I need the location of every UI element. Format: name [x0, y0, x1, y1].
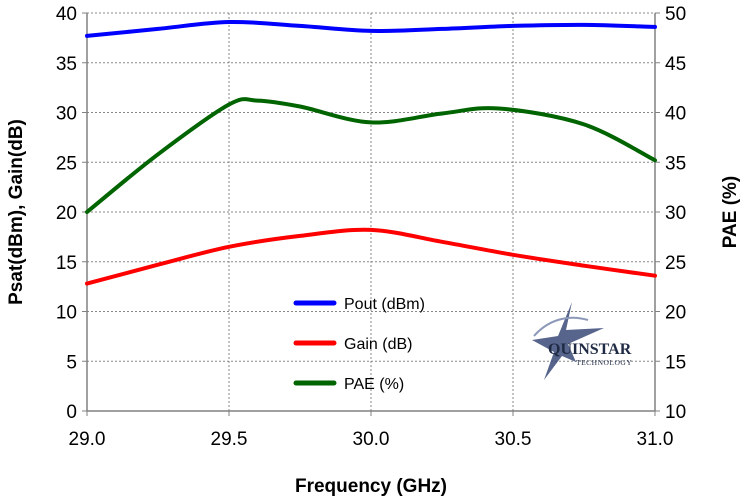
- legend-label-1: Gain (dB): [344, 336, 412, 353]
- y2-tick-label: 45: [665, 54, 686, 75]
- x-tick-label: 30.0: [353, 429, 390, 450]
- x-axis-title: Frequency (GHz): [295, 476, 447, 497]
- y-tick-label: 5: [66, 352, 77, 373]
- legend: Pout (dBm) Gain (dB) PAE (%): [293, 296, 425, 393]
- grid: [87, 12, 655, 411]
- y-tick-label: 15: [56, 253, 77, 274]
- logo-name: QUINSTAR: [548, 341, 632, 358]
- y-tick-label: 40: [56, 4, 77, 25]
- y-tick-label: 0: [66, 402, 77, 423]
- series-line-1: [85, 227, 657, 286]
- y-axis-title: Psat(dBm), Gain(dB): [6, 119, 27, 305]
- series-lines: [85, 19, 657, 286]
- logo-subtitle: TECHNOLOGY: [576, 358, 632, 367]
- y2-tick-label: 40: [665, 104, 686, 125]
- y2-tick-label: 15: [665, 352, 686, 373]
- x-tick-label: 30.5: [495, 429, 532, 450]
- y2-tick-label: 10: [665, 402, 686, 423]
- y2-tick-label: 25: [665, 253, 686, 274]
- x-tick-label: 31.0: [637, 429, 674, 450]
- series-line-0: [85, 19, 657, 38]
- y-tick-label: 20: [56, 203, 77, 224]
- y2-tick-label: 50: [665, 4, 686, 25]
- y2-tick-label: 30: [665, 203, 686, 224]
- swoosh-icon: [533, 316, 589, 337]
- y-tick-label: 10: [56, 303, 77, 324]
- tick-labels: 0 5 10 15 20 25 30 35 40 10 15 20 25 30 35 40 45 50 29.0 29…: [56, 4, 686, 450]
- x-tick-label: 29.0: [69, 429, 106, 450]
- y-tick-label: 25: [56, 153, 77, 174]
- y2-tick-label: 35: [665, 153, 686, 174]
- x-tick-label: 29.5: [211, 429, 248, 450]
- legend-label-0: Pout (dBm): [344, 296, 425, 313]
- quinstar-logo: QUINSTAR TECHNOLOGY: [532, 302, 632, 380]
- y-tick-label: 30: [56, 104, 77, 125]
- legend-label-2: PAE (%): [344, 376, 404, 393]
- series-line-2: [85, 97, 657, 214]
- y2-axis-title: PAE (%): [720, 176, 741, 248]
- y2-tick-label: 20: [665, 303, 686, 324]
- star-icon: [532, 302, 604, 380]
- y-tick-label: 35: [56, 54, 77, 75]
